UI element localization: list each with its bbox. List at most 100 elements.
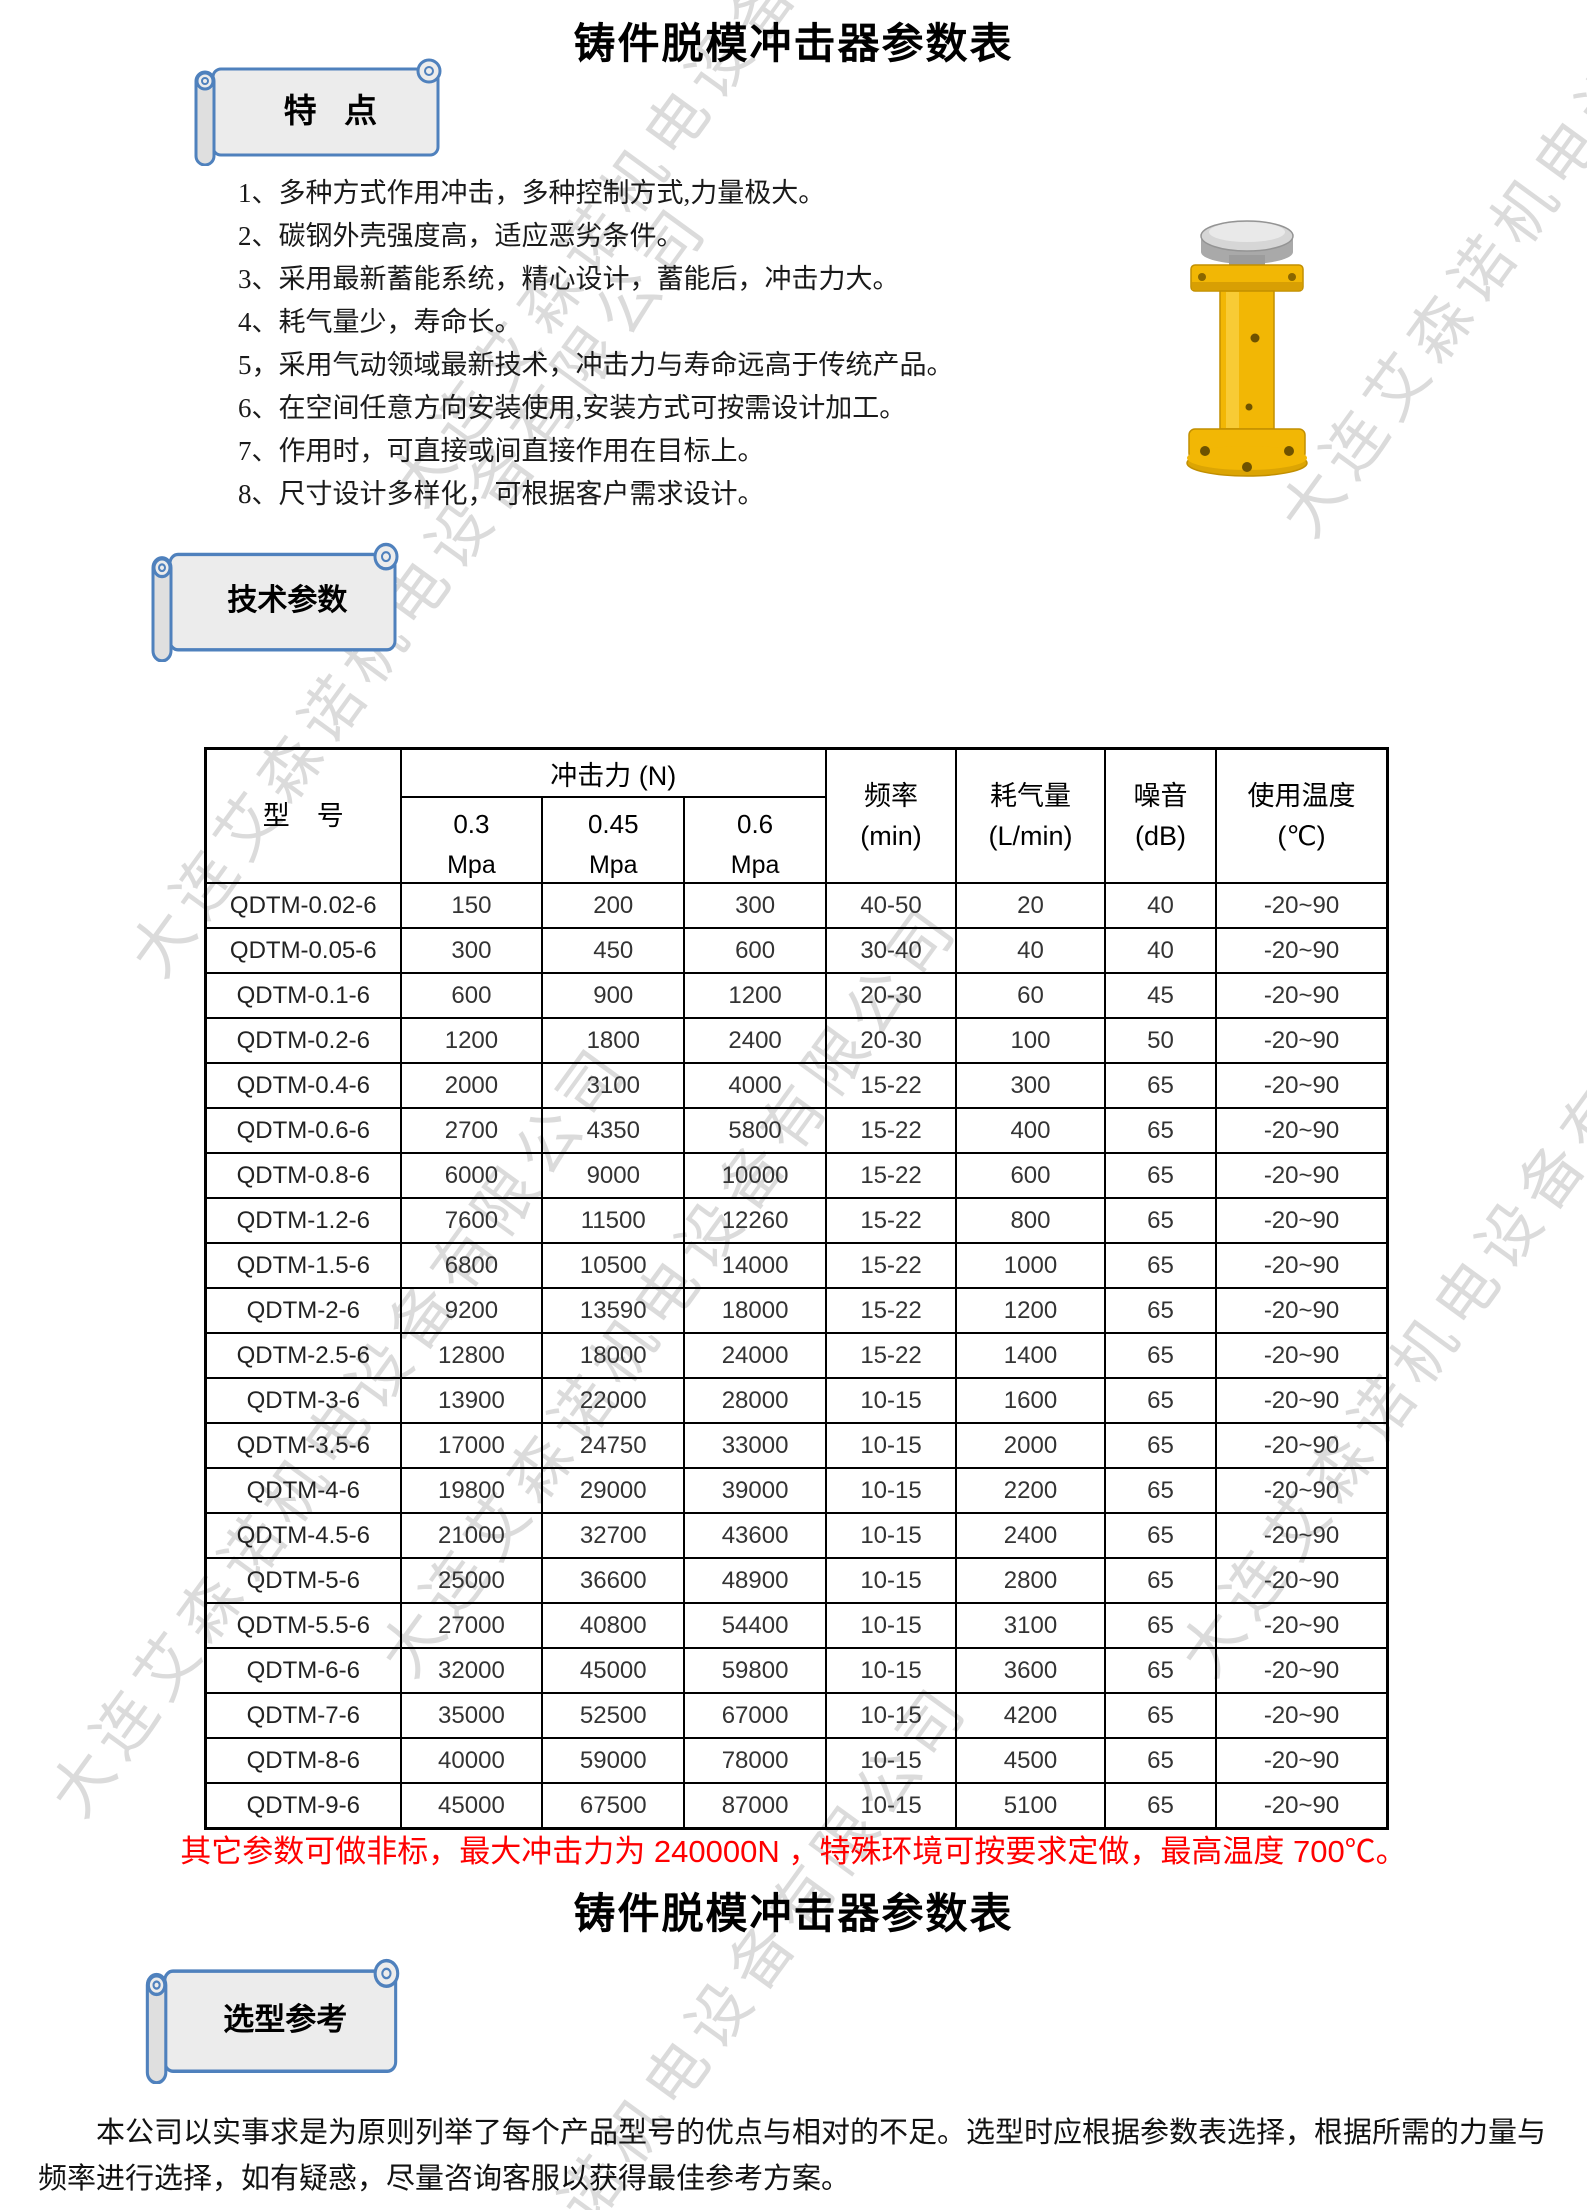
value-cell: 40000 — [399, 1737, 544, 1784]
value-cell: 29000 — [541, 1467, 686, 1514]
feature-item: 1、多种方式作用冲击，多种控制方式,力量极大。 — [238, 178, 826, 208]
model-cell: QDTM-0.05-6 — [204, 927, 402, 974]
value-cell: 59000 — [541, 1737, 686, 1784]
model-cell: QDTM-7-6 — [204, 1692, 402, 1739]
value-cell: 15-22 — [824, 1332, 958, 1379]
value-cell: 10-15 — [824, 1557, 958, 1604]
value-cell: 2000 — [399, 1062, 544, 1109]
table-row: QDTM-9-6 45000 67500 87000 10-15 5100 65 -20~90 — [204, 1782, 1389, 1830]
value-cell: 33000 — [683, 1422, 827, 1469]
value-cell: 10-15 — [824, 1737, 958, 1784]
table-row: QDTM-0.6-6 2700 4350 5800 15-22 400 65 -20~90 — [204, 1107, 1389, 1154]
value-cell: -20~90 — [1215, 1107, 1389, 1154]
value-cell: 7600 — [399, 1197, 544, 1244]
value-cell: 450 — [541, 927, 686, 974]
value-cell: 43600 — [683, 1512, 827, 1559]
feature-item: 3、采用最新蓄能系统，精心设计，蓄能后，冲击力大。 — [238, 264, 900, 294]
value-cell: 10-15 — [824, 1782, 958, 1830]
table-row: QDTM-2-6 9200 13590 18000 15-22 1200 65 -20~90 — [204, 1287, 1389, 1334]
model-cell: QDTM-0.02-6 — [204, 882, 402, 929]
product-photo — [1165, 210, 1330, 502]
value-cell: 65 — [1103, 1107, 1218, 1154]
value-cell: 2800 — [955, 1557, 1106, 1604]
value-cell: 300 — [683, 882, 827, 929]
feature-item: 2、碳钢外壳强度高，适应恶劣条件。 — [238, 221, 684, 251]
value-cell: 45000 — [399, 1782, 544, 1830]
features-list: 1、多种方式作用冲击，多种控制方式,力量极大。 2、碳钢外壳强度高，适应恶劣条件… — [238, 172, 1168, 516]
value-cell: 1000 — [955, 1242, 1106, 1289]
model-column-header: 型 号 — [204, 747, 402, 884]
value-cell: 35000 — [399, 1692, 544, 1739]
custom-order-note: 其它参数可做非标，最大冲击力为 240000N ，特殊环境可按要求定做，最高温度… — [180, 1834, 1407, 1869]
value-cell: 39000 — [683, 1467, 827, 1514]
value-cell: 10000 — [683, 1152, 827, 1199]
section-title: 铸件脱模冲击器参数表 — [573, 1890, 1014, 1937]
value-cell: 12260 — [683, 1197, 827, 1244]
value-cell: 6000 — [399, 1152, 544, 1199]
value-cell: -20~90 — [1215, 1197, 1389, 1244]
value-cell: -20~90 — [1215, 1647, 1389, 1694]
value-cell: 9200 — [399, 1287, 544, 1334]
value-cell: 48900 — [683, 1557, 827, 1604]
value-cell: 59800 — [683, 1647, 827, 1694]
value-cell: 40800 — [541, 1602, 686, 1649]
impactor-illustration — [1186, 220, 1308, 477]
noise-column-header: 噪音 (dB) — [1103, 747, 1218, 884]
value-cell: 1800 — [541, 1017, 686, 1064]
feature-item: 7、作用时，可直接或间直接作用在目标上。 — [238, 436, 765, 466]
value-cell: 65 — [1103, 1647, 1218, 1694]
value-cell: 40-50 — [824, 882, 958, 929]
value-cell: 2400 — [955, 1512, 1106, 1559]
value-cell: 65 — [1103, 1197, 1218, 1244]
value-cell: 5800 — [683, 1107, 827, 1154]
temperature-column-header: 使用温度 (℃) — [1215, 747, 1389, 884]
noise-header-label: 噪音 — [1133, 781, 1188, 811]
value-cell: 21000 — [399, 1512, 544, 1559]
pressure-045-header: 0.45 Mpa — [541, 796, 686, 884]
model-cell: QDTM-4.5-6 — [204, 1512, 402, 1559]
value-cell: 20-30 — [824, 972, 958, 1019]
value-cell: 3100 — [541, 1062, 686, 1109]
value-cell: 15-22 — [824, 1242, 958, 1289]
temperature-header-label: 使用温度 — [1247, 781, 1356, 811]
model-cell: QDTM-3-6 — [204, 1377, 402, 1424]
value-cell: 2200 — [955, 1467, 1106, 1514]
value-cell: -20~90 — [1215, 1467, 1389, 1514]
pressure-unit: Mpa — [447, 851, 496, 879]
value-cell: 65 — [1103, 1467, 1218, 1514]
value-cell: 18000 — [541, 1332, 686, 1379]
value-cell: 1200 — [683, 972, 827, 1019]
air-header-label: 耗气量 — [989, 781, 1071, 811]
value-cell: 1200 — [399, 1017, 544, 1064]
value-cell: 9000 — [541, 1152, 686, 1199]
air-header-unit: (L/min) — [988, 821, 1073, 851]
value-cell: 600 — [399, 972, 544, 1019]
value-cell: 65 — [1103, 1287, 1218, 1334]
value-cell: 30-40 — [824, 927, 958, 974]
value-cell: 67000 — [683, 1692, 827, 1739]
value-cell: 13590 — [541, 1287, 686, 1334]
value-cell: 25000 — [399, 1557, 544, 1604]
value-cell: 600 — [955, 1152, 1106, 1199]
value-cell: 20-30 — [824, 1017, 958, 1064]
value-cell: 10-15 — [824, 1647, 958, 1694]
value-cell: 24750 — [541, 1422, 686, 1469]
value-cell: 4350 — [541, 1107, 686, 1154]
value-cell: 32000 — [399, 1647, 544, 1694]
value-cell: 4500 — [955, 1737, 1106, 1784]
value-cell: 22000 — [541, 1377, 686, 1424]
features-banner-label: 特 点 — [283, 91, 378, 129]
value-cell: 10-15 — [824, 1602, 958, 1649]
model-cell: QDTM-4-6 — [204, 1467, 402, 1514]
value-cell: -20~90 — [1215, 1242, 1389, 1289]
model-cell: QDTM-1.5-6 — [204, 1242, 402, 1289]
table-row: QDTM-3.5-6 17000 24750 33000 10-15 2000 65 -20~… — [204, 1422, 1389, 1469]
value-cell: 14000 — [683, 1242, 827, 1289]
frequency-header-label: 频率 — [864, 781, 918, 811]
value-cell: 15-22 — [824, 1062, 958, 1109]
value-cell: 15-22 — [824, 1107, 958, 1154]
air-consumption-column-header: 耗气量 (L/min) — [955, 747, 1106, 884]
page-title: 铸件脱模冲击器参数表 — [573, 20, 1014, 67]
value-cell: 65 — [1103, 1062, 1218, 1109]
table-row: QDTM-6-6 32000 45000 59800 10-15 3600 65 -20~90 — [204, 1647, 1389, 1694]
